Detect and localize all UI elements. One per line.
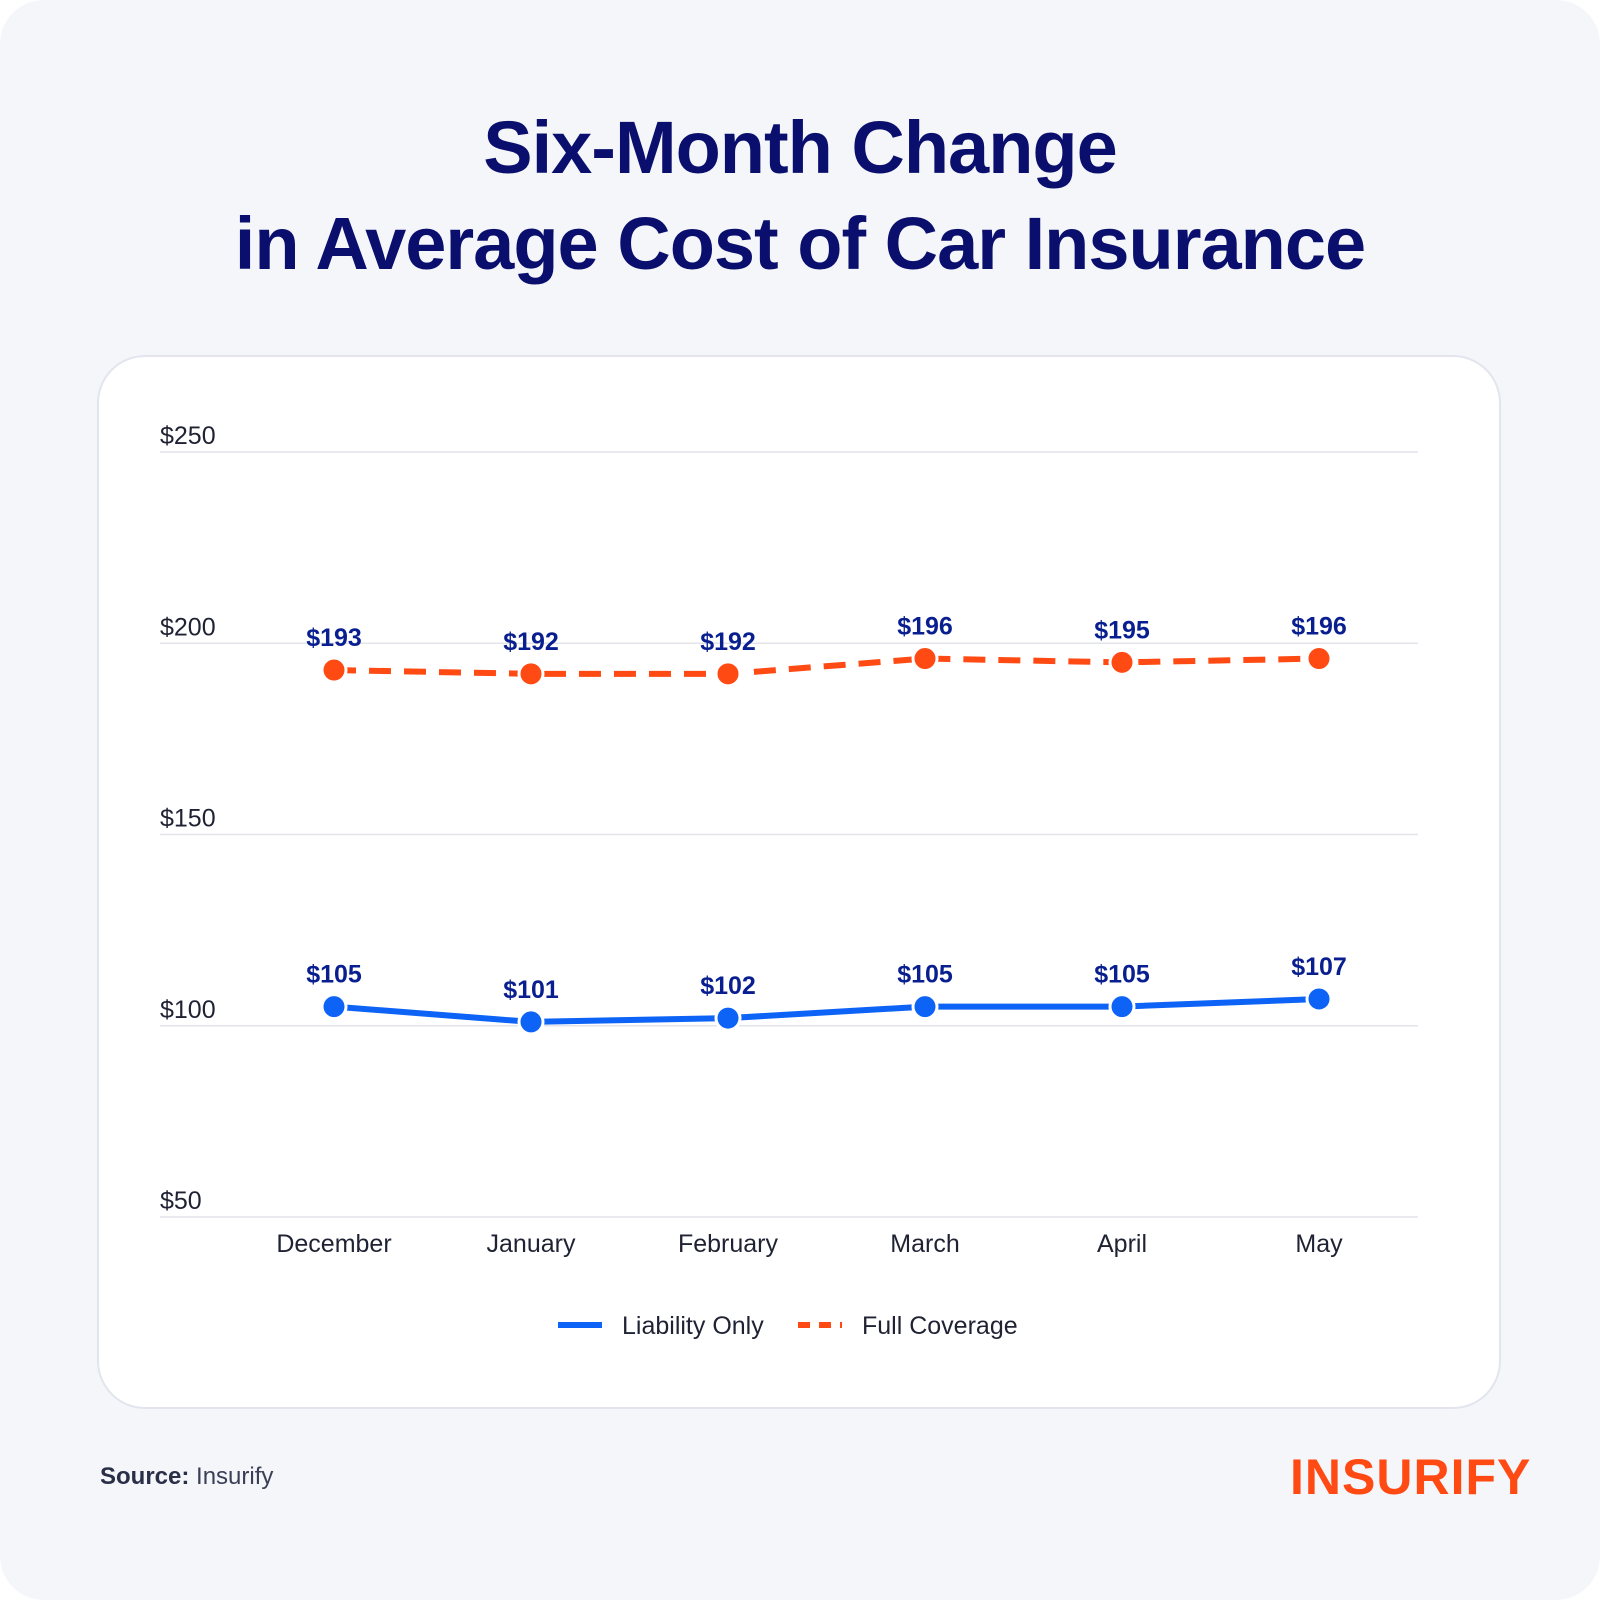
data-label: $107 (1291, 953, 1347, 981)
legend-label-full-coverage: Full Coverage (862, 1312, 1018, 1340)
x-tick-label: March (890, 1230, 959, 1258)
series-line-1 (333, 655, 1320, 677)
data-point (1305, 985, 1333, 1013)
y-tick-label: $150 (160, 805, 216, 833)
data-label: $195 (1094, 616, 1150, 644)
source-label: Source: (100, 1463, 190, 1490)
data-label: $196 (897, 613, 953, 641)
data-point (1305, 645, 1333, 673)
data-label: $192 (700, 628, 756, 656)
source-note: Source: Insurify (100, 1463, 273, 1491)
y-tick-label: $100 (160, 996, 216, 1024)
data-label: $101 (503, 976, 559, 1004)
title-line-2: in Average Cost of Car Insurance (234, 202, 1366, 285)
x-tick-label: December (276, 1230, 391, 1258)
chart-card (97, 355, 1501, 1409)
data-point (517, 660, 545, 688)
data-label: $196 (1291, 613, 1347, 641)
legend-label-liability: Liability Only (622, 1312, 764, 1340)
title-line-1: Six-Month Change (483, 106, 1118, 189)
data-label: $192 (503, 628, 559, 656)
data-label: $102 (700, 972, 756, 1000)
x-tick-label: February (678, 1230, 779, 1258)
data-point (911, 645, 939, 673)
y-tick-label: $200 (160, 613, 216, 641)
brand-logo: INSURIFY (1290, 1449, 1532, 1505)
data-point (714, 660, 742, 688)
data-point (320, 993, 348, 1021)
data-label: $105 (306, 961, 362, 989)
source-value: Insurify (196, 1463, 274, 1490)
y-tick-label: $250 (160, 422, 216, 450)
x-tick-label: April (1097, 1230, 1147, 1258)
x-tick-label: January (487, 1230, 576, 1258)
data-point (320, 656, 348, 684)
data-point (911, 993, 939, 1021)
page-title: Six-Month Change in Average Cost of Car … (0, 100, 1600, 292)
data-label: $193 (306, 624, 362, 652)
data-label: $105 (897, 961, 953, 989)
data-point (517, 1008, 545, 1036)
data-point (1108, 993, 1136, 1021)
data-point (1108, 648, 1136, 676)
x-tick-label: May (1295, 1230, 1343, 1258)
data-label: $105 (1094, 961, 1150, 989)
data-point (714, 1004, 742, 1032)
series-line-0 (331, 995, 1322, 1025)
y-tick-label: $50 (160, 1187, 202, 1215)
